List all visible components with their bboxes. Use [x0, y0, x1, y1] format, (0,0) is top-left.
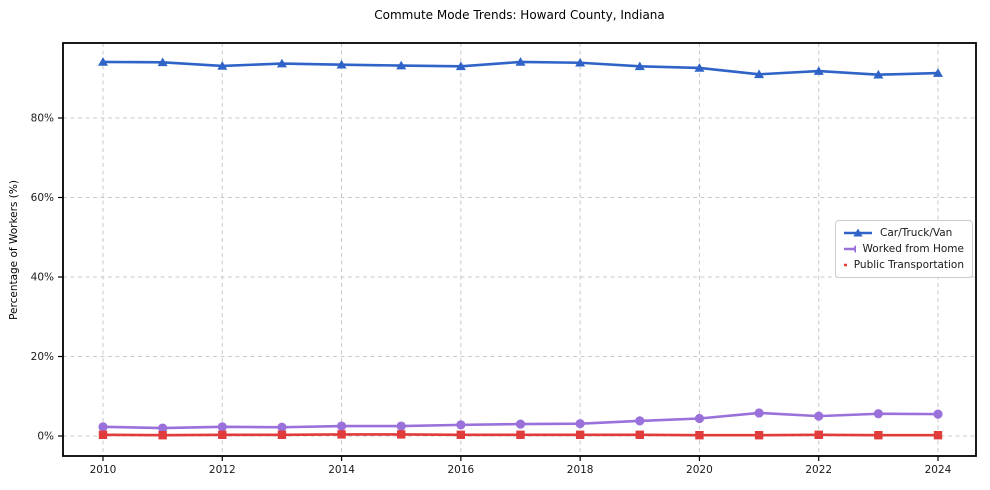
- circle-marker-icon: [933, 409, 943, 419]
- square-marker-icon: [456, 430, 466, 440]
- triangle-marker-icon: [813, 66, 824, 75]
- x-tick-label: 2012: [209, 464, 236, 476]
- triangle-marker-icon: [515, 57, 526, 66]
- series-public-transportation: [98, 430, 943, 440]
- triangle-marker-icon: [694, 63, 705, 72]
- circle-marker-icon: [98, 422, 108, 432]
- square-marker-icon: [516, 430, 525, 440]
- x-tick-label: 2016: [447, 464, 474, 476]
- x-tick-label: 2024: [925, 464, 952, 476]
- series-car-truck-van: [98, 57, 943, 79]
- triangle-up-legend-sample-icon: [844, 228, 872, 237]
- x-tick-label: 2022: [805, 464, 832, 476]
- circle-marker-icon: [873, 409, 883, 419]
- triangle-marker-icon: [157, 57, 168, 67]
- square-marker-icon: [754, 431, 764, 440]
- x-tick-label: 2020: [686, 464, 713, 476]
- legend-label: Public Transportation: [853, 259, 964, 271]
- triangle-marker-icon: [634, 61, 645, 71]
- circle-marker-icon: [336, 421, 347, 431]
- square-marker-icon: [575, 430, 585, 440]
- y-tick-label: 0%: [37, 431, 54, 443]
- circle-marker-icon: [694, 413, 705, 424]
- legend-item-worked-from-home: Worked from Home: [843, 242, 964, 256]
- square-marker-icon: [635, 430, 644, 440]
- square-marker-icon: [98, 430, 108, 440]
- chart-title: Commute Mode Trends: Howard County, Indi…: [374, 8, 665, 22]
- y-tick-label: 20%: [31, 351, 54, 363]
- square-marker-icon: [277, 430, 287, 440]
- triangle-marker-icon: [873, 69, 884, 79]
- circle-marker-icon: [754, 408, 764, 418]
- square-marker-icon: [933, 431, 943, 440]
- legend-label: Worked from Home: [862, 243, 964, 255]
- circle-marker-icon: [217, 422, 227, 432]
- square-marker-icon: [874, 431, 883, 440]
- circle-marker-icon: [277, 422, 287, 432]
- triangle-marker-icon: [933, 68, 943, 77]
- circle-marker-icon: [396, 421, 406, 431]
- triangle-marker-icon: [336, 59, 347, 69]
- circle-marker-icon: [158, 423, 168, 433]
- square-legend-sample-icon: [844, 263, 847, 267]
- circle-marker-icon: [635, 416, 645, 426]
- circle-marker-icon: [814, 411, 824, 421]
- circle-marker-icon: [575, 419, 585, 429]
- square-marker-icon: [814, 430, 823, 440]
- triangle-marker-icon: [396, 60, 407, 70]
- plot-border: [62, 42, 977, 457]
- triangle-marker-icon: [217, 61, 228, 70]
- circle-legend-sample-icon: [844, 245, 856, 253]
- triangle-marker-icon: [276, 58, 287, 68]
- circle-marker-icon: [515, 419, 526, 429]
- x-tick-label: 2018: [567, 464, 594, 476]
- y-tick-label: 80%: [31, 113, 54, 125]
- triangle-marker-icon: [98, 57, 108, 66]
- circle-marker-icon: [456, 420, 466, 430]
- square-marker-icon: [337, 430, 346, 439]
- legend-label: Car/Truck/Van: [880, 227, 953, 239]
- x-tick-label: 2010: [90, 464, 117, 476]
- square-marker-icon: [397, 430, 406, 439]
- square-marker-icon: [218, 430, 227, 440]
- square-marker-icon: [158, 431, 167, 440]
- triangle-marker-icon: [575, 57, 586, 67]
- triangle-marker-icon: [754, 69, 765, 79]
- x-tick-label: 2014: [328, 464, 355, 476]
- y-tick-label: 40%: [31, 272, 54, 284]
- legend: Car/Truck/Van Worked from Home Public Tran…: [835, 220, 973, 278]
- y-tick-label: 60%: [31, 192, 54, 204]
- series-worked-from-home: [98, 408, 943, 433]
- legend-item-car-truck-van: Car/Truck/Van: [843, 226, 964, 240]
- legend-item-public-transportation: Public Transportation: [843, 258, 964, 272]
- triangle-marker-icon: [455, 61, 466, 71]
- square-marker-icon: [695, 431, 704, 440]
